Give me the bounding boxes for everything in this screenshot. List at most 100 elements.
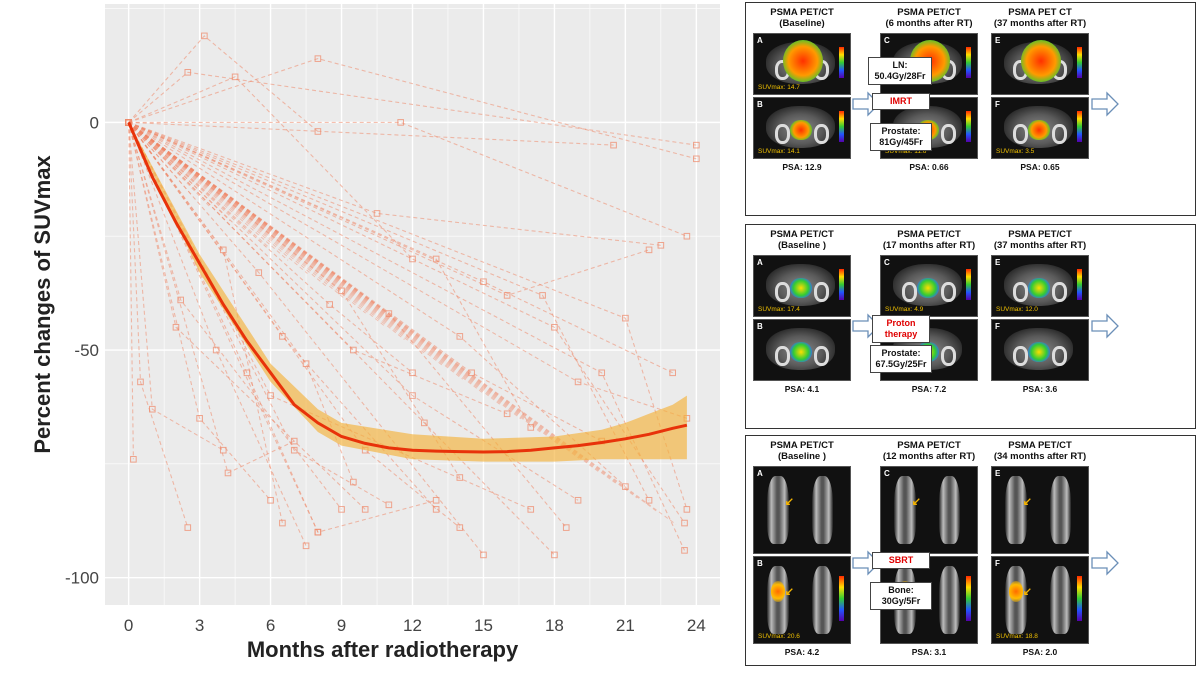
trajectory-line — [128, 76, 413, 260]
colorbar — [839, 47, 844, 79]
trajectory-point — [302, 542, 310, 550]
trajectory-line — [128, 35, 319, 132]
colorbar — [1077, 269, 1082, 301]
case-column: PSMA PET/CT (Baseline) A SUVmax: 14.7 B SUVm… — [753, 7, 851, 213]
trajectory-point — [373, 210, 381, 217]
hip-bone — [940, 124, 956, 144]
trajectory-line — [128, 121, 619, 486]
image-letter: C — [884, 36, 890, 45]
suvmax-label: SUVmax: 14.1 — [758, 148, 800, 155]
scan-image: E SUVmax: 12.0 — [991, 255, 1089, 317]
hip-bone — [1013, 124, 1029, 144]
hip-bone — [940, 282, 956, 302]
hip-bone — [813, 282, 829, 302]
trajectory-point — [503, 410, 511, 418]
column-title: PSMA PET/CT (17 months after RT) — [882, 229, 976, 251]
trajectory-line — [128, 122, 270, 248]
trajectory-point — [338, 287, 345, 295]
trajectory-line — [128, 122, 366, 510]
trajectory-line — [128, 121, 541, 433]
psa-value: PSA: 3.6 — [1022, 384, 1058, 394]
colorbar — [1077, 47, 1082, 79]
psa-value: PSA: 0.66 — [909, 162, 949, 172]
trajectory-point — [279, 519, 286, 527]
trajectory-line — [128, 122, 192, 195]
image-letter: F — [995, 100, 1000, 109]
trajectory-point — [645, 496, 653, 504]
trajectory-point — [201, 32, 208, 40]
column-title: PSMA PET/CT (34 months after RT) — [993, 440, 1087, 462]
dose-box: Prostate: 67.5Gy/25Fr — [870, 345, 932, 373]
trajectory-point — [184, 68, 192, 76]
femur-bone — [767, 475, 789, 545]
uptake-spot — [771, 581, 785, 602]
scan-image: ↙ F SUVmax: 18.8 — [991, 556, 1089, 644]
dose-box: Bone: 30Gy/5Fr — [870, 582, 932, 610]
trajectory-point — [432, 255, 440, 263]
column-title: PSMA PET CT (37 months after RT) — [993, 7, 1087, 29]
suvmax-label: SUVmax: 4.9 — [885, 306, 924, 313]
trajectory-point — [224, 469, 232, 477]
trajectory-line — [128, 122, 295, 474]
uptake-spot — [790, 119, 812, 140]
colorbar — [839, 111, 844, 143]
trajectory-point — [574, 378, 582, 386]
trajectory-line — [128, 121, 463, 380]
trajectory-line — [128, 122, 211, 208]
trajectory-point — [184, 524, 192, 531]
uptake-spot — [1028, 119, 1050, 140]
trajectory-line — [128, 122, 231, 222]
scan-image: B SUVmax: 14.1 — [753, 97, 851, 159]
trajectory-line — [128, 121, 522, 420]
dose-box: Prostate: 81Gy/45Fr — [870, 123, 932, 151]
trajectory-point — [326, 301, 334, 308]
hip-bone — [1013, 282, 1029, 302]
uptake-spot — [790, 277, 812, 298]
trajectory-line — [128, 121, 650, 296]
trajectory-point — [527, 506, 535, 513]
psa-value: PSA: 3.1 — [911, 647, 947, 657]
trajectory-point — [196, 415, 203, 422]
trajectory-point — [669, 369, 676, 377]
trajectory-line — [128, 121, 602, 442]
trajectory-line — [128, 122, 189, 528]
trajectory-line — [128, 121, 688, 419]
uptake-spot — [782, 40, 824, 82]
trajectory-line — [128, 122, 484, 556]
arrow-icon: ↙ — [784, 585, 794, 598]
column-title: PSMA PET/CT (Baseline ) — [770, 229, 834, 251]
trajectory-point — [681, 547, 688, 554]
trajectory-point — [243, 369, 251, 377]
x-tick-label: 12 — [403, 616, 422, 635]
psa-value: PSA: 12.9 — [782, 162, 822, 172]
image-letter: A — [757, 36, 763, 45]
scan-image: C SUVmax: 4.9 — [880, 255, 978, 317]
femur-bone — [938, 565, 960, 635]
trajectory-point — [527, 424, 535, 431]
trajectory-point — [385, 310, 393, 317]
case-column: PSMA PET CT (37 months after RT) E F SUVmax… — [991, 7, 1089, 213]
trajectory-point — [480, 551, 487, 559]
trajectory-line — [128, 121, 386, 327]
scan-image: ↙ E — [991, 466, 1089, 554]
trajectory-point — [409, 255, 416, 263]
trajectory-line — [128, 122, 224, 451]
trajectory-line — [128, 121, 580, 459]
trajectory-point — [456, 333, 464, 340]
arrow-icon: ↙ — [784, 495, 794, 508]
image-letter: C — [884, 258, 890, 267]
trajectory-point — [231, 73, 239, 81]
scan-image: B — [753, 319, 851, 381]
trajectory-line — [128, 122, 307, 547]
hip-bone — [1051, 282, 1067, 302]
uptake-spot — [917, 277, 939, 298]
trajectory-point — [645, 246, 653, 254]
uptake-spot — [1028, 341, 1050, 362]
column-title: PSMA PET/CT (12 months after RT) — [882, 440, 976, 462]
case-panel-3: PSMA PET/CT (Baseline ) ↙ A ↙ B SUVmax: 20.6 P… — [745, 435, 1196, 666]
trajectory-point — [622, 314, 629, 322]
suvmax-label: SUVmax: 12.0 — [996, 306, 1038, 313]
psa-value: PSA: 0.65 — [1020, 162, 1060, 172]
trajectory-line — [128, 121, 688, 237]
arrow-icon: ↙ — [1022, 495, 1032, 508]
